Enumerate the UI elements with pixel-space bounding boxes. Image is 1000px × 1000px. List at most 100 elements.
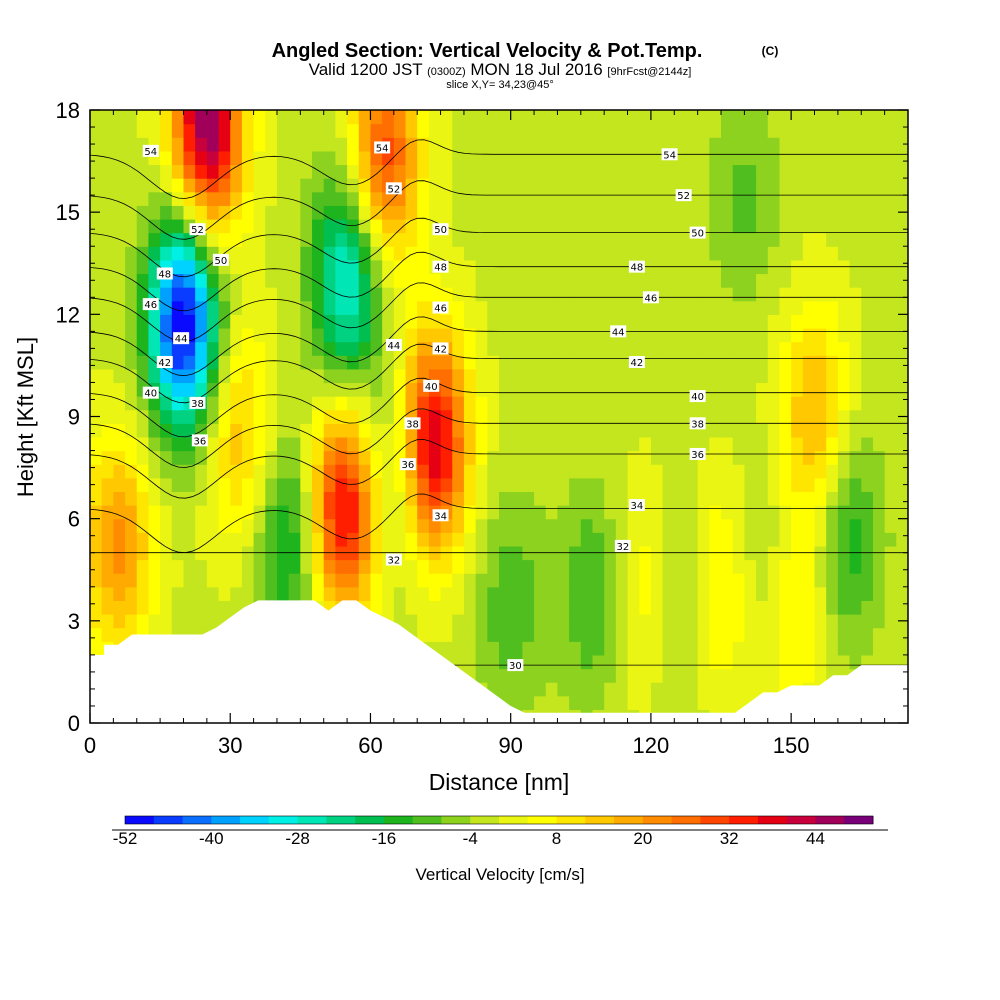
field-cell bbox=[113, 259, 126, 275]
field-cell bbox=[569, 300, 582, 315]
field-cell bbox=[417, 232, 430, 247]
field-cell bbox=[195, 368, 208, 384]
field-cell bbox=[300, 327, 313, 343]
field-cell bbox=[756, 178, 769, 193]
field-cell bbox=[884, 191, 897, 206]
field-cell bbox=[452, 627, 465, 642]
field-cell bbox=[405, 164, 418, 179]
field-cell bbox=[709, 368, 722, 384]
field-cell bbox=[347, 273, 360, 288]
field-cell bbox=[814, 232, 827, 247]
svg-text:38: 38 bbox=[191, 399, 204, 410]
field-cell bbox=[253, 532, 266, 547]
field-cell bbox=[721, 123, 734, 138]
field-cell bbox=[265, 409, 278, 424]
field-cell bbox=[218, 505, 231, 520]
theta-contour-42 bbox=[90, 343, 908, 404]
field-cell bbox=[312, 341, 325, 356]
field-cell bbox=[393, 150, 407, 166]
field-cell bbox=[662, 464, 675, 479]
field-cell bbox=[265, 586, 278, 601]
field-cell bbox=[347, 300, 360, 315]
field-cell bbox=[872, 164, 886, 179]
field-cell bbox=[756, 532, 769, 547]
field-cell bbox=[475, 218, 488, 234]
field-cell bbox=[685, 436, 699, 452]
field-cell bbox=[545, 559, 559, 574]
field-cell bbox=[814, 600, 827, 615]
field-cell bbox=[685, 559, 699, 574]
field-cell bbox=[440, 532, 453, 547]
chart-title: Angled Section: Vertical Velocity & Pot.… bbox=[272, 40, 703, 62]
field-cell bbox=[522, 300, 535, 315]
field-cell bbox=[312, 327, 325, 343]
field-cell bbox=[592, 396, 605, 411]
svg-text:36: 36 bbox=[193, 436, 206, 447]
field-cell bbox=[604, 218, 617, 234]
field-cell bbox=[335, 246, 348, 261]
field-cell bbox=[499, 532, 512, 547]
field-cell bbox=[428, 532, 442, 547]
field-cell bbox=[604, 668, 617, 683]
field-cell bbox=[288, 355, 301, 370]
field-cell bbox=[499, 450, 512, 465]
field-cell bbox=[861, 218, 874, 234]
field-cell bbox=[382, 164, 395, 179]
field-cell bbox=[615, 682, 629, 697]
field-cell bbox=[417, 436, 430, 452]
field-cell bbox=[592, 150, 605, 166]
field-cell bbox=[849, 654, 862, 670]
field-cell bbox=[557, 532, 570, 547]
field-cell bbox=[510, 505, 523, 520]
field-cell bbox=[639, 695, 652, 710]
field-cell bbox=[382, 491, 395, 506]
field-cell bbox=[685, 314, 699, 329]
field-cell bbox=[160, 614, 173, 629]
colorbar-tick-label: -52 bbox=[113, 829, 138, 848]
field-cell bbox=[697, 532, 710, 547]
field-cell bbox=[347, 436, 360, 452]
field-cell bbox=[849, 273, 862, 288]
field-cell bbox=[756, 627, 769, 642]
field-cell bbox=[534, 695, 547, 710]
field-cell bbox=[884, 205, 897, 220]
field-cell bbox=[779, 491, 792, 506]
field-cell bbox=[545, 368, 559, 384]
field-cell bbox=[802, 409, 816, 424]
field-cell bbox=[580, 246, 594, 261]
field-cell bbox=[440, 518, 453, 533]
field-cell bbox=[428, 178, 442, 193]
field-cell bbox=[323, 205, 336, 220]
field-cell bbox=[160, 178, 173, 193]
field-cell bbox=[721, 355, 734, 370]
field-cell bbox=[744, 246, 757, 261]
field-cell bbox=[335, 273, 348, 288]
field-cell bbox=[592, 573, 605, 588]
field-cell bbox=[662, 668, 675, 683]
field-cell bbox=[90, 137, 103, 152]
field-cell bbox=[569, 682, 582, 697]
field-cell bbox=[557, 559, 570, 574]
colorbar-tick-label: 44 bbox=[806, 829, 825, 848]
field-cell bbox=[347, 464, 360, 479]
field-cell bbox=[884, 641, 897, 656]
field-cell bbox=[288, 178, 301, 193]
field-cell bbox=[744, 600, 757, 615]
field-cell bbox=[732, 327, 745, 343]
field-cell bbox=[650, 341, 664, 356]
field-cell bbox=[709, 627, 722, 642]
field-cell bbox=[253, 382, 266, 397]
field-cell bbox=[826, 232, 839, 247]
field-cell bbox=[136, 123, 150, 138]
field-cell bbox=[113, 273, 126, 288]
field-cell bbox=[218, 123, 231, 138]
field-cell bbox=[510, 491, 523, 506]
field-cell bbox=[452, 573, 465, 588]
field-cell bbox=[662, 327, 675, 343]
field-cell bbox=[732, 627, 745, 642]
field-cell bbox=[405, 477, 418, 493]
svg-text:42: 42 bbox=[631, 358, 644, 369]
field-cell bbox=[662, 573, 675, 588]
field-cell bbox=[639, 232, 652, 247]
field-cell bbox=[276, 355, 290, 370]
